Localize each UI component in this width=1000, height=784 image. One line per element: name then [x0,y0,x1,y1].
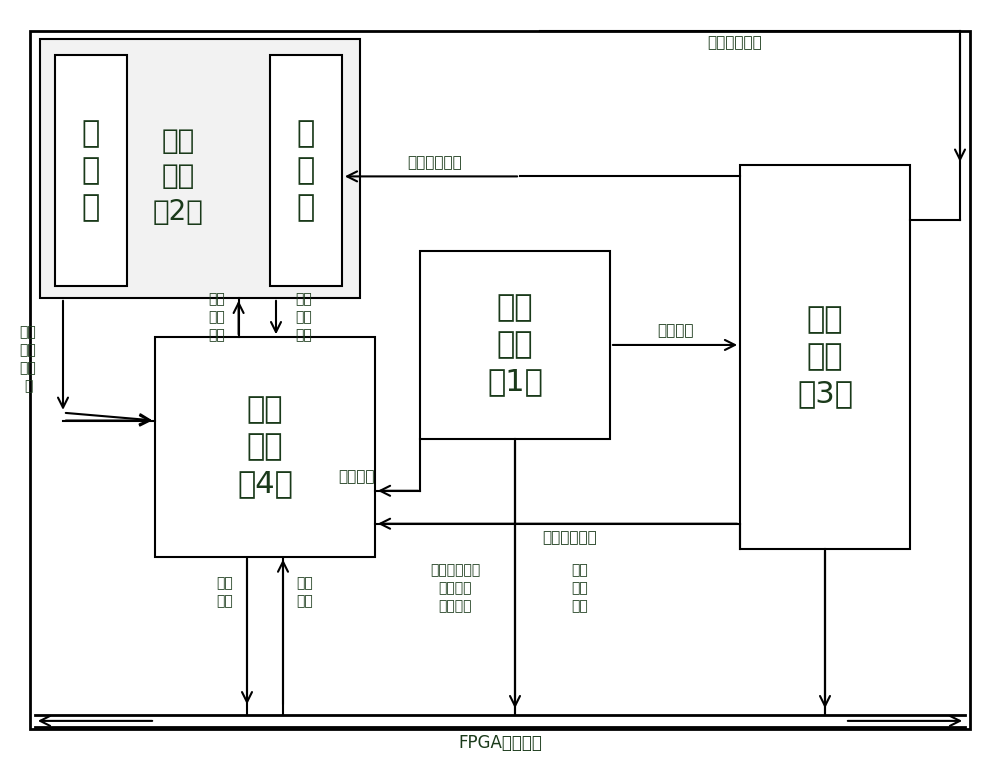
Text: 定点运算数据: 定点运算数据 [708,35,762,51]
FancyBboxPatch shape [155,337,375,557]
Text: 存储
模块
（4）: 存储 模块 （4） [237,395,293,499]
Text: 运算
模块
（3）: 运算 模块 （3） [797,305,853,408]
Text: 转换
模块
（2）: 转换 模块 （2） [153,127,203,226]
Text: 待转
换浮
点数: 待转 换浮 点数 [208,292,225,343]
Text: 浮
转
定: 浮 转 定 [82,119,100,222]
FancyBboxPatch shape [30,31,970,729]
Text: 转换
结果
定点
数: 转换 结果 定点 数 [20,325,36,393]
Text: 定点运算数据: 定点运算数据 [543,530,597,546]
Text: 定点运算结果: 定点运算结果 [408,155,462,171]
Text: 控制
模块
（1）: 控制 模块 （1） [487,293,543,397]
FancyBboxPatch shape [740,165,910,549]
Text: 控制信号: 控制信号 [657,323,693,339]
FancyBboxPatch shape [270,55,342,286]
Text: 相乘
矩阵: 相乘 矩阵 [217,576,233,608]
FancyBboxPatch shape [55,55,127,286]
FancyBboxPatch shape [420,251,610,439]
Text: 定
转
浮: 定 转 浮 [297,119,315,222]
Text: 相乘
结果: 相乘 结果 [297,576,313,608]
FancyBboxPatch shape [40,39,360,298]
Text: 运算使能信号
待乘矩阵
维数信息: 运算使能信号 待乘矩阵 维数信息 [430,563,480,613]
Text: 浮点
运算
结果: 浮点 运算 结果 [296,292,312,343]
Text: 运算
结束
信号: 运算 结束 信号 [572,563,588,613]
Text: 控制信号: 控制信号 [338,469,375,485]
Text: FPGA内部总线: FPGA内部总线 [458,735,542,752]
